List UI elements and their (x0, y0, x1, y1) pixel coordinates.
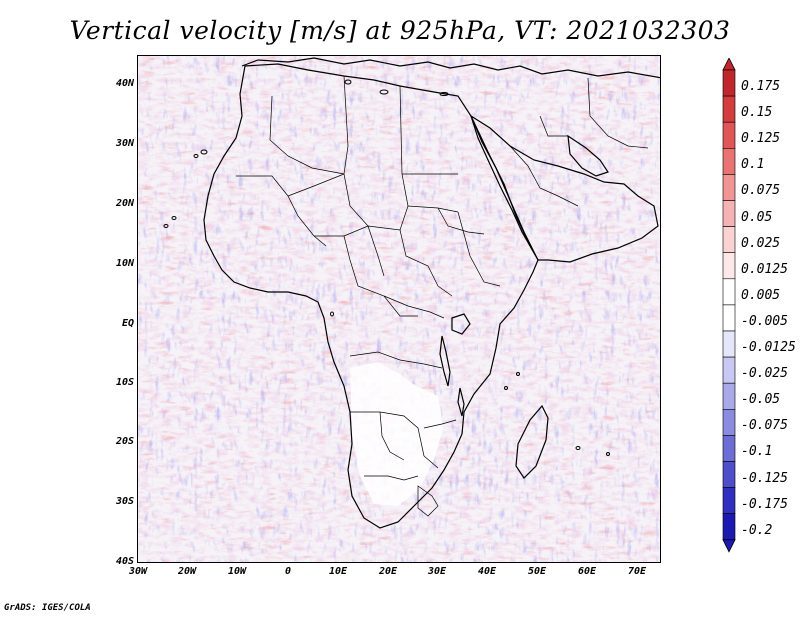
colorbar-cell (722, 174, 736, 201)
colorbar-cell (722, 69, 736, 97)
colorbar-cell (722, 226, 736, 254)
lon-label-30e: 30E (427, 566, 447, 577)
colorbar-top-arrow (722, 58, 736, 71)
islands (163, 79, 610, 456)
colorbar-cells (722, 58, 736, 553)
colorbar-cell (722, 121, 736, 149)
colorbar-label: 0.025 (741, 235, 781, 251)
lat-label-20n: 20N (115, 198, 134, 209)
mediterranean-north-coast (241, 57, 660, 79)
velocity-field-map (138, 56, 660, 562)
lat-label-30n: 30N (115, 138, 134, 149)
country-borders (236, 75, 649, 517)
colorbar-label: 0.0125 (741, 261, 788, 277)
lon-label-50e: 50E (527, 566, 547, 577)
colorbar-label: -0.075 (741, 418, 788, 434)
colorbar-cell (722, 330, 736, 358)
lon-label-20w: 20W (177, 566, 197, 577)
colorbar-cell (722, 200, 736, 227)
colorbar-cell (722, 461, 736, 488)
colorbar-label: -0.2 (741, 522, 773, 538)
colorbar-label: 0.15 (741, 105, 773, 121)
lat-label-eq: EQ (121, 318, 134, 329)
colorbar-cell (722, 356, 736, 384)
lon-label-0: 0 (284, 566, 292, 577)
colorbar-cell (722, 304, 736, 332)
lon-label-20e: 20E (378, 566, 398, 577)
colorbar-cell (722, 513, 736, 541)
lat-label-40s: 40S (115, 556, 134, 567)
arabian-peninsula-coastline (469, 114, 659, 263)
colorbar-cell (722, 487, 736, 515)
lat-label-10s: 10S (115, 377, 134, 388)
colorbar-bottom-arrow (722, 539, 736, 553)
map-title: Vertical velocity [m/s] at 925hPa, VT: 2… (69, 16, 731, 45)
lat-label-10n: 10N (115, 258, 134, 269)
lon-label-10w: 10W (227, 566, 247, 577)
colorbar-label: -0.0125 (741, 340, 796, 356)
colorbar-cell (722, 408, 736, 436)
red-sea (470, 115, 531, 247)
colorbar-label: -0.005 (741, 313, 788, 329)
colorbar-label: -0.175 (741, 496, 788, 512)
colorbar-label: -0.125 (741, 470, 788, 486)
colorbar-cell (722, 278, 736, 306)
colorbar-label: -0.05 (741, 392, 781, 408)
lat-label-20s: 20S (115, 436, 134, 447)
lake-victoria (451, 313, 471, 335)
colorbar-cell (722, 148, 736, 175)
colorbar-label: -0.1 (741, 444, 773, 460)
colorbar-cell (722, 435, 736, 462)
coastlines (203, 57, 660, 529)
lon-label-40e: 40E (477, 566, 497, 577)
colorbar-label: 0.005 (741, 287, 781, 303)
colorbar-label: 0.1 (741, 157, 765, 173)
grads-credit: GrADS: IGES/COLA (4, 603, 91, 613)
colorbar-label: 0.175 (741, 79, 781, 95)
lake-malawi (457, 387, 465, 417)
colorbar-label: -0.025 (741, 366, 788, 382)
colorbar-cell (722, 95, 736, 123)
lon-label-60e: 60E (577, 566, 597, 577)
persian-gulf (567, 134, 609, 177)
lon-label-30w: 30W (128, 566, 148, 577)
lake-tanganyika (439, 335, 451, 387)
madagascar-coastline (515, 404, 549, 479)
colorbar-label: 0.05 (741, 209, 773, 225)
colorbar (722, 58, 736, 553)
colorbar-cell (722, 252, 736, 280)
colorbar-cell (722, 382, 736, 410)
lon-label-70e: 70E (627, 566, 647, 577)
lat-label-40n: 40N (115, 78, 134, 89)
calm-region (350, 362, 443, 506)
colorbar-label: 0.125 (741, 131, 781, 147)
colorbar-label: 0.075 (741, 183, 781, 199)
lon-label-10e: 10E (328, 566, 348, 577)
map-panel (137, 55, 661, 563)
lat-label-30s: 30S (115, 496, 134, 507)
